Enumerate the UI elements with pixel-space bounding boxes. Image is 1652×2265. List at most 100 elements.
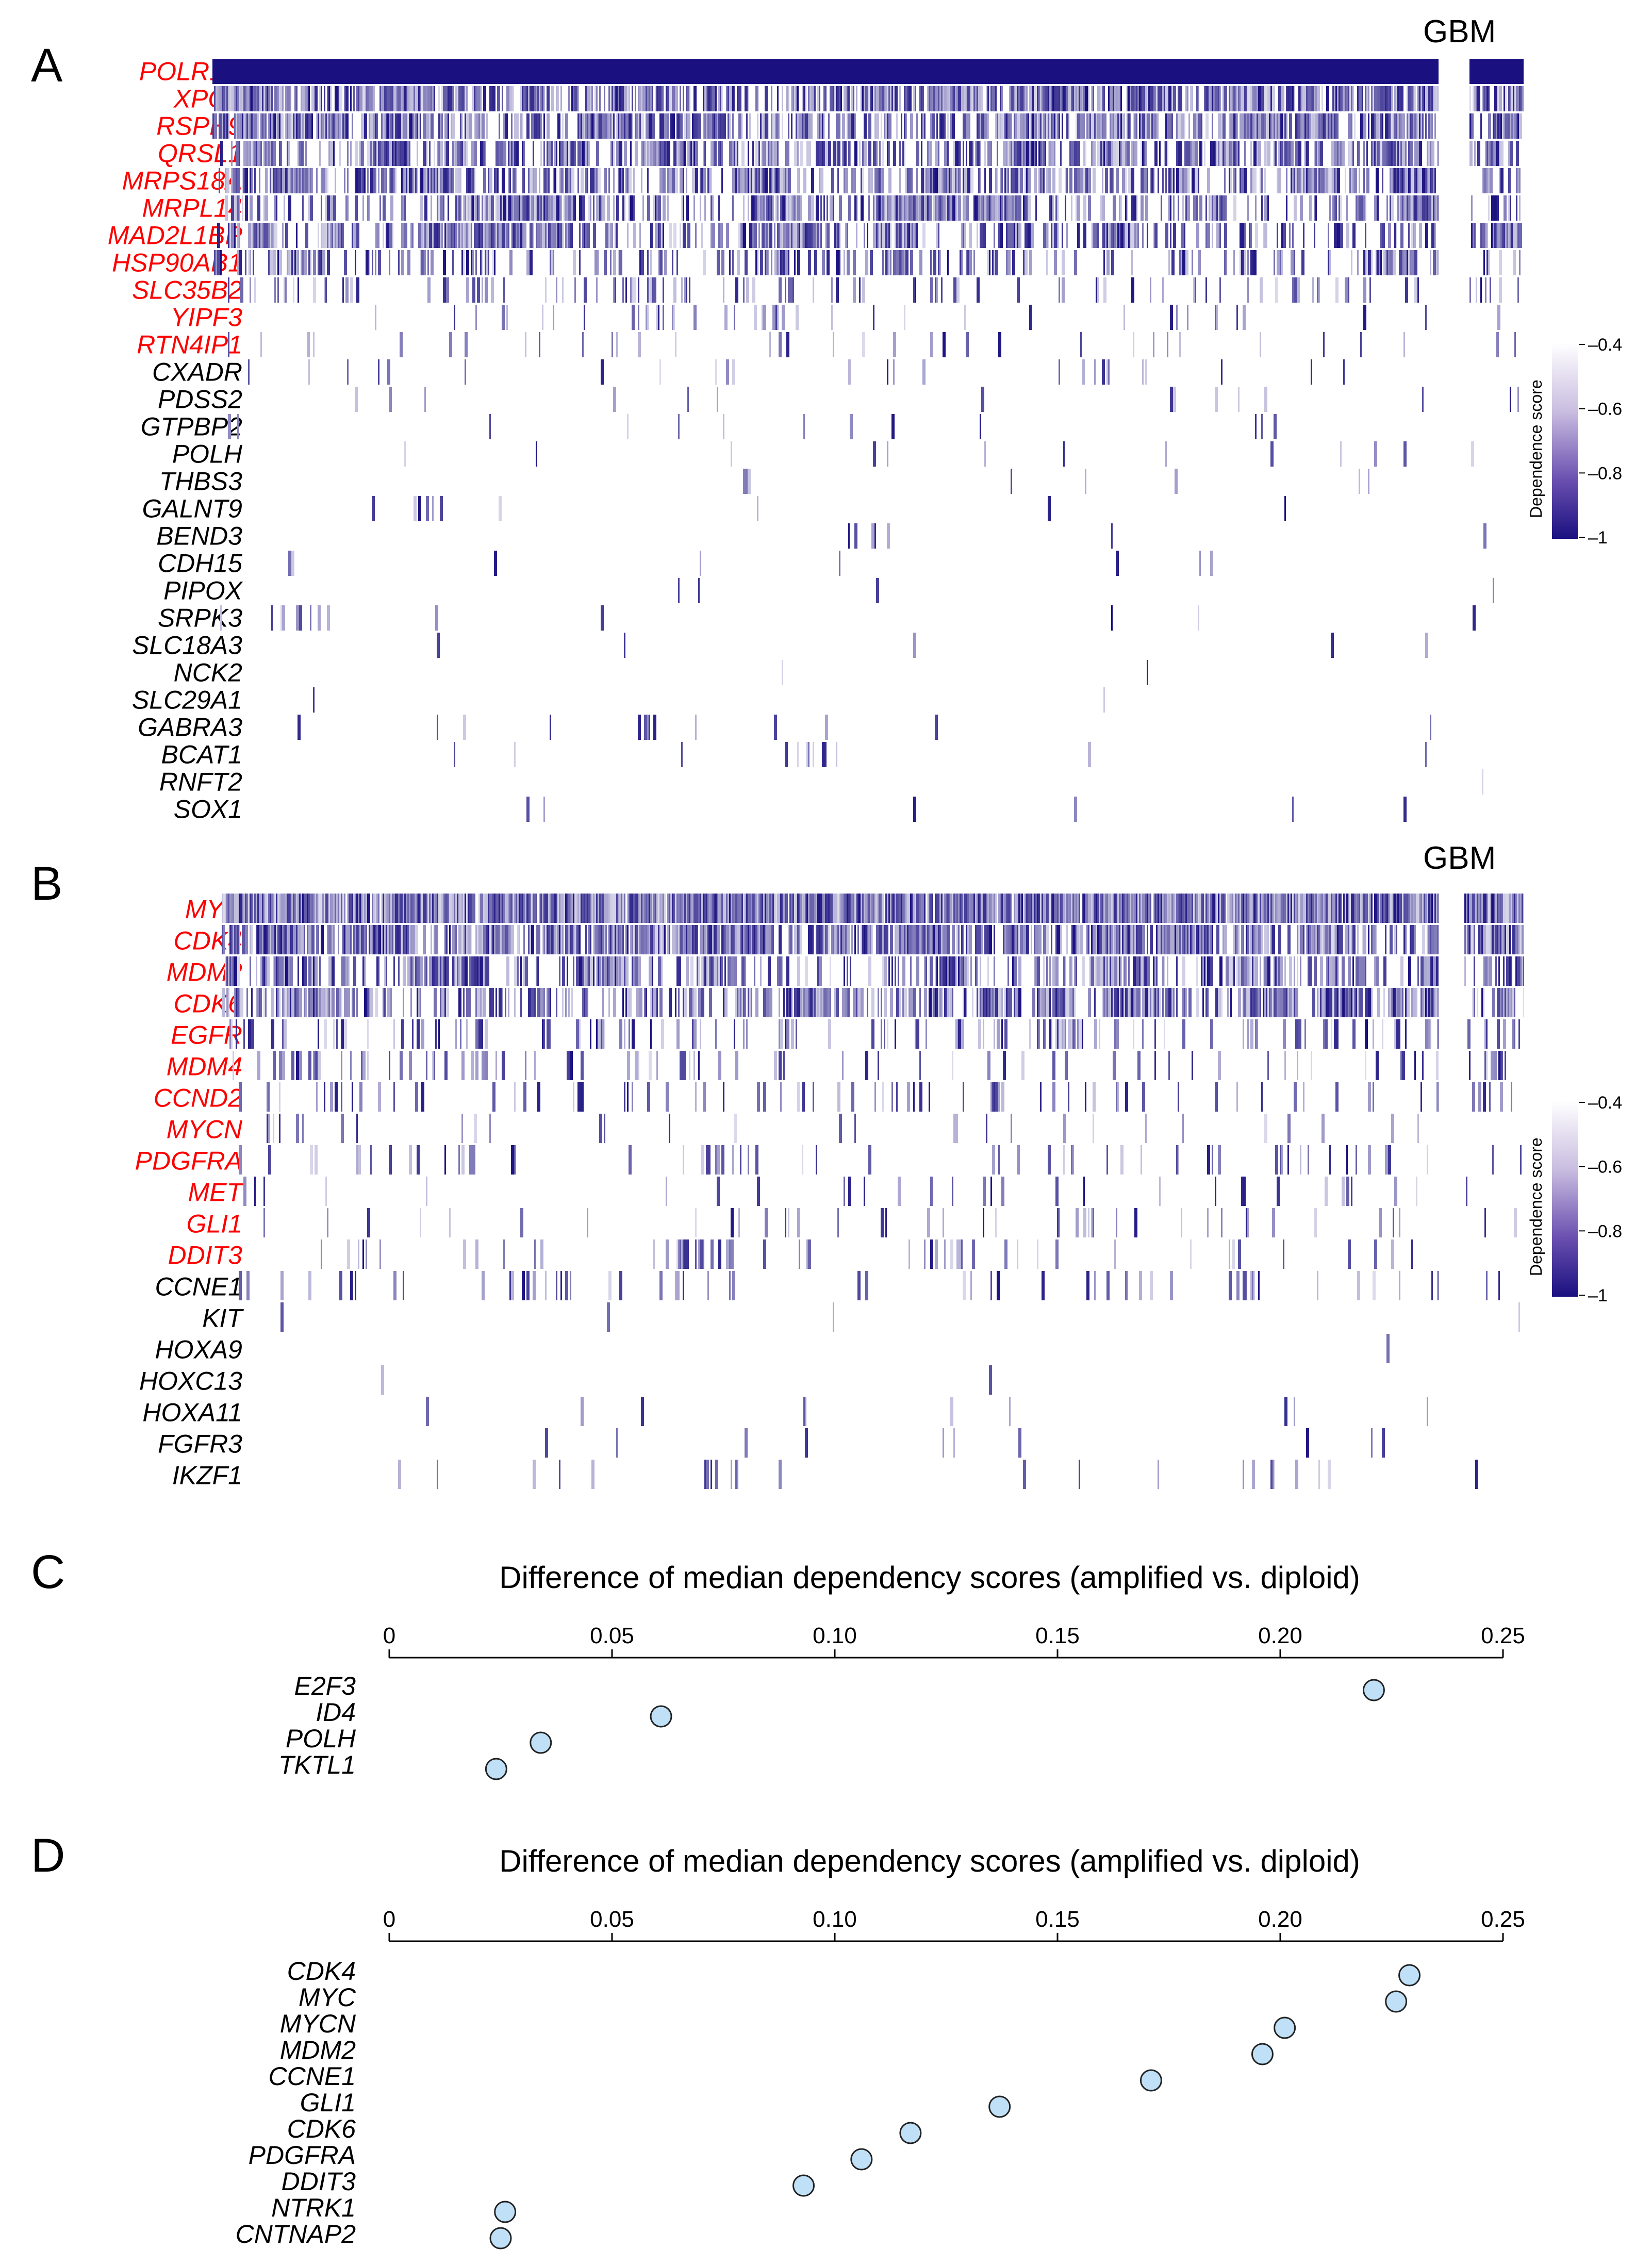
heatmap-cell xyxy=(748,141,749,166)
heatmap-cell xyxy=(443,956,444,986)
heatmap-cell xyxy=(647,168,649,193)
heatmap-cell xyxy=(596,894,598,923)
heatmap-cell xyxy=(876,925,879,954)
heatmap-cell xyxy=(619,250,622,275)
heatmap-cell xyxy=(715,86,717,111)
heatmap-cell xyxy=(1413,195,1414,221)
heatmap-cell xyxy=(403,956,406,986)
heatmap-cell xyxy=(712,195,714,221)
heatmap-cell xyxy=(308,956,311,986)
heatmap-cell xyxy=(653,141,655,166)
heatmap-cell xyxy=(893,894,895,923)
heatmap-cell xyxy=(483,894,485,923)
heatmap-cell xyxy=(361,894,362,923)
heatmap-a-row xyxy=(298,715,1431,740)
heatmap-cell xyxy=(1278,113,1280,139)
heatmap-cell xyxy=(817,925,819,954)
heatmap-cell xyxy=(1403,925,1405,954)
heatmap-cell xyxy=(1318,277,1320,303)
heatmap-cell xyxy=(811,168,814,193)
heatmap-cell xyxy=(697,113,698,139)
heatmap-cell xyxy=(449,332,452,357)
heatmap-cell xyxy=(618,894,619,923)
heatmap-cell xyxy=(364,925,366,954)
heatmap-cell xyxy=(788,86,789,111)
heatmap-cell xyxy=(1386,86,1388,111)
heatmap-cell xyxy=(663,223,664,248)
heatmap-cell xyxy=(775,250,777,275)
heatmap-cell xyxy=(570,894,571,923)
heatmap-cell xyxy=(492,925,494,954)
heatmap-cell xyxy=(1144,894,1145,923)
heatmap-cell xyxy=(853,113,854,139)
heatmap-cell xyxy=(963,168,964,193)
heatmap-cell xyxy=(455,925,457,954)
heatmap-cell xyxy=(1181,141,1182,166)
heatmap-cell xyxy=(344,86,345,111)
heatmap-cell xyxy=(240,277,243,303)
heatmap-cell xyxy=(847,250,850,275)
heatmap-cell xyxy=(1247,277,1249,303)
heatmap-cell xyxy=(762,223,765,248)
heatmap-cell xyxy=(1216,223,1219,248)
heatmap-cell xyxy=(1325,113,1326,139)
heatmap-cell xyxy=(757,496,758,521)
heatmap-cell xyxy=(1026,168,1028,193)
heatmap-cell xyxy=(633,168,635,193)
heatmap-cell xyxy=(757,86,758,111)
heatmap-cell xyxy=(495,894,499,923)
heatmap-cell xyxy=(837,113,840,139)
heatmap-a-row xyxy=(848,523,1486,549)
heatmap-cell xyxy=(912,168,913,193)
heatmap-cell xyxy=(779,223,780,248)
heatmap-cell xyxy=(1511,113,1513,139)
heatmap-cell xyxy=(537,925,540,954)
heatmap-cell xyxy=(339,86,342,111)
heatmap-cell xyxy=(1258,925,1260,954)
heatmap-cell xyxy=(358,925,359,954)
heatmap-cell xyxy=(820,195,822,221)
heatmap-cell xyxy=(913,633,916,658)
heatmap-cell xyxy=(239,195,240,221)
heatmap-cell xyxy=(1144,925,1145,954)
heatmap-cell xyxy=(1233,250,1235,275)
heatmap-cell xyxy=(1359,86,1362,111)
heatmap-cell xyxy=(1018,925,1020,954)
heatmap-cell xyxy=(693,86,697,111)
heatmap-cell xyxy=(946,168,947,193)
heatmap-cell xyxy=(1060,141,1062,166)
heatmap-cell xyxy=(646,305,647,330)
heatmap-cell xyxy=(424,141,426,166)
heatmap-cell xyxy=(726,894,728,923)
heatmap-cell xyxy=(1099,141,1100,166)
heatmap-cell xyxy=(1001,894,1003,923)
heatmap-cell xyxy=(386,113,387,139)
heatmap-cell xyxy=(482,925,483,954)
heatmap-cell xyxy=(1103,894,1105,923)
heatmap-cell xyxy=(1076,925,1077,954)
heatmap-cell xyxy=(1247,86,1250,111)
heatmap-cell xyxy=(1028,168,1031,193)
heatmap-cell xyxy=(1210,141,1213,166)
heatmap-cell xyxy=(375,250,376,275)
heatmap-cell xyxy=(1396,925,1397,954)
heatmap-cell xyxy=(1359,168,1360,193)
heatmap-cell xyxy=(642,86,644,111)
heatmap-cell xyxy=(1317,168,1318,193)
heatmap-cell xyxy=(1204,141,1205,166)
heatmap-cell xyxy=(410,86,414,111)
heatmap-cell xyxy=(307,332,310,357)
heatmap-cell xyxy=(444,113,448,139)
heatmap-cell xyxy=(1469,894,1471,923)
heatmap-cell xyxy=(1196,223,1199,248)
heatmap-cell xyxy=(299,925,301,954)
heatmap-cell xyxy=(251,925,253,954)
heatmap-cell xyxy=(871,894,873,923)
heatmap-cell xyxy=(1071,195,1072,221)
heatmap-cell xyxy=(1503,894,1506,923)
heatmap-cell xyxy=(1303,925,1304,954)
heatmap-cell xyxy=(601,359,604,385)
heatmap-cell xyxy=(1425,113,1427,139)
heatmap-cell xyxy=(1096,925,1097,954)
heatmap-cell xyxy=(638,925,639,954)
